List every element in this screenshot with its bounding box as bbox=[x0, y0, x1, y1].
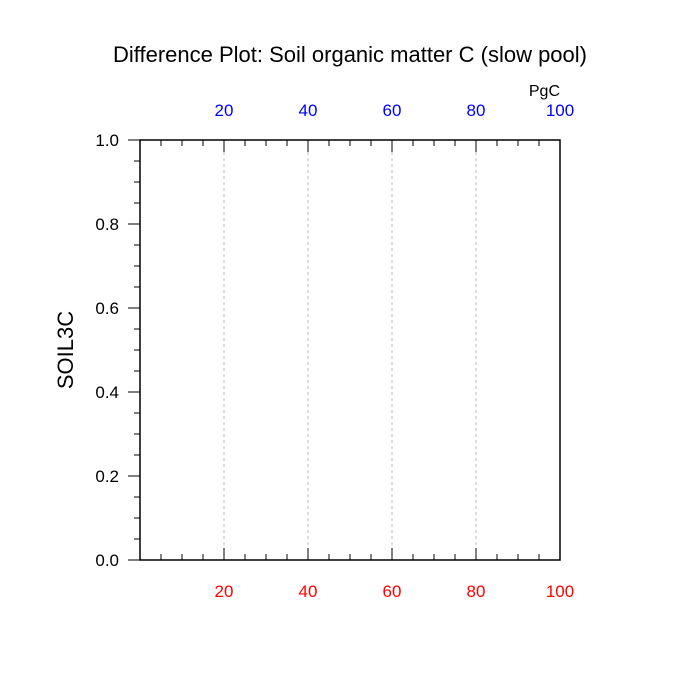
y-tick-label: 0.2 bbox=[95, 467, 119, 486]
axis-ticks bbox=[128, 139, 561, 561]
units-label: PgC bbox=[529, 83, 560, 100]
grid-lines bbox=[223, 140, 477, 560]
y-tick-label: 0.4 bbox=[95, 383, 119, 402]
x-tick-label-top: 80 bbox=[467, 101, 486, 120]
x-tick-label-bottom: 60 bbox=[383, 582, 402, 601]
y-tick-label: 0.6 bbox=[95, 299, 119, 318]
x-tick-label-top: 20 bbox=[215, 101, 234, 120]
y-axis-label: SOIL3C bbox=[53, 311, 78, 389]
chart-title: Difference Plot: Soil organic matter C (… bbox=[113, 42, 587, 67]
tick-labels: 20 20 40 40 60 60 80 80 100 100 0.0 0.2 0.4 0.6 0.8 1.0 bbox=[95, 101, 574, 601]
y-tick-label: 0.8 bbox=[95, 215, 119, 234]
x-tick-label-bottom: 100 bbox=[546, 582, 574, 601]
x-tick-label-top: 100 bbox=[546, 101, 574, 120]
y-tick-label: 0.0 bbox=[95, 551, 119, 570]
x-tick-label-top: 40 bbox=[299, 101, 318, 120]
x-tick-label-bottom: 20 bbox=[215, 582, 234, 601]
x-tick-label-bottom: 80 bbox=[467, 582, 486, 601]
plot-frame bbox=[139, 139, 561, 561]
y-tick-label: 1.0 bbox=[95, 131, 119, 150]
x-tick-label-top: 60 bbox=[383, 101, 402, 120]
x-tick-label-bottom: 40 bbox=[299, 582, 318, 601]
